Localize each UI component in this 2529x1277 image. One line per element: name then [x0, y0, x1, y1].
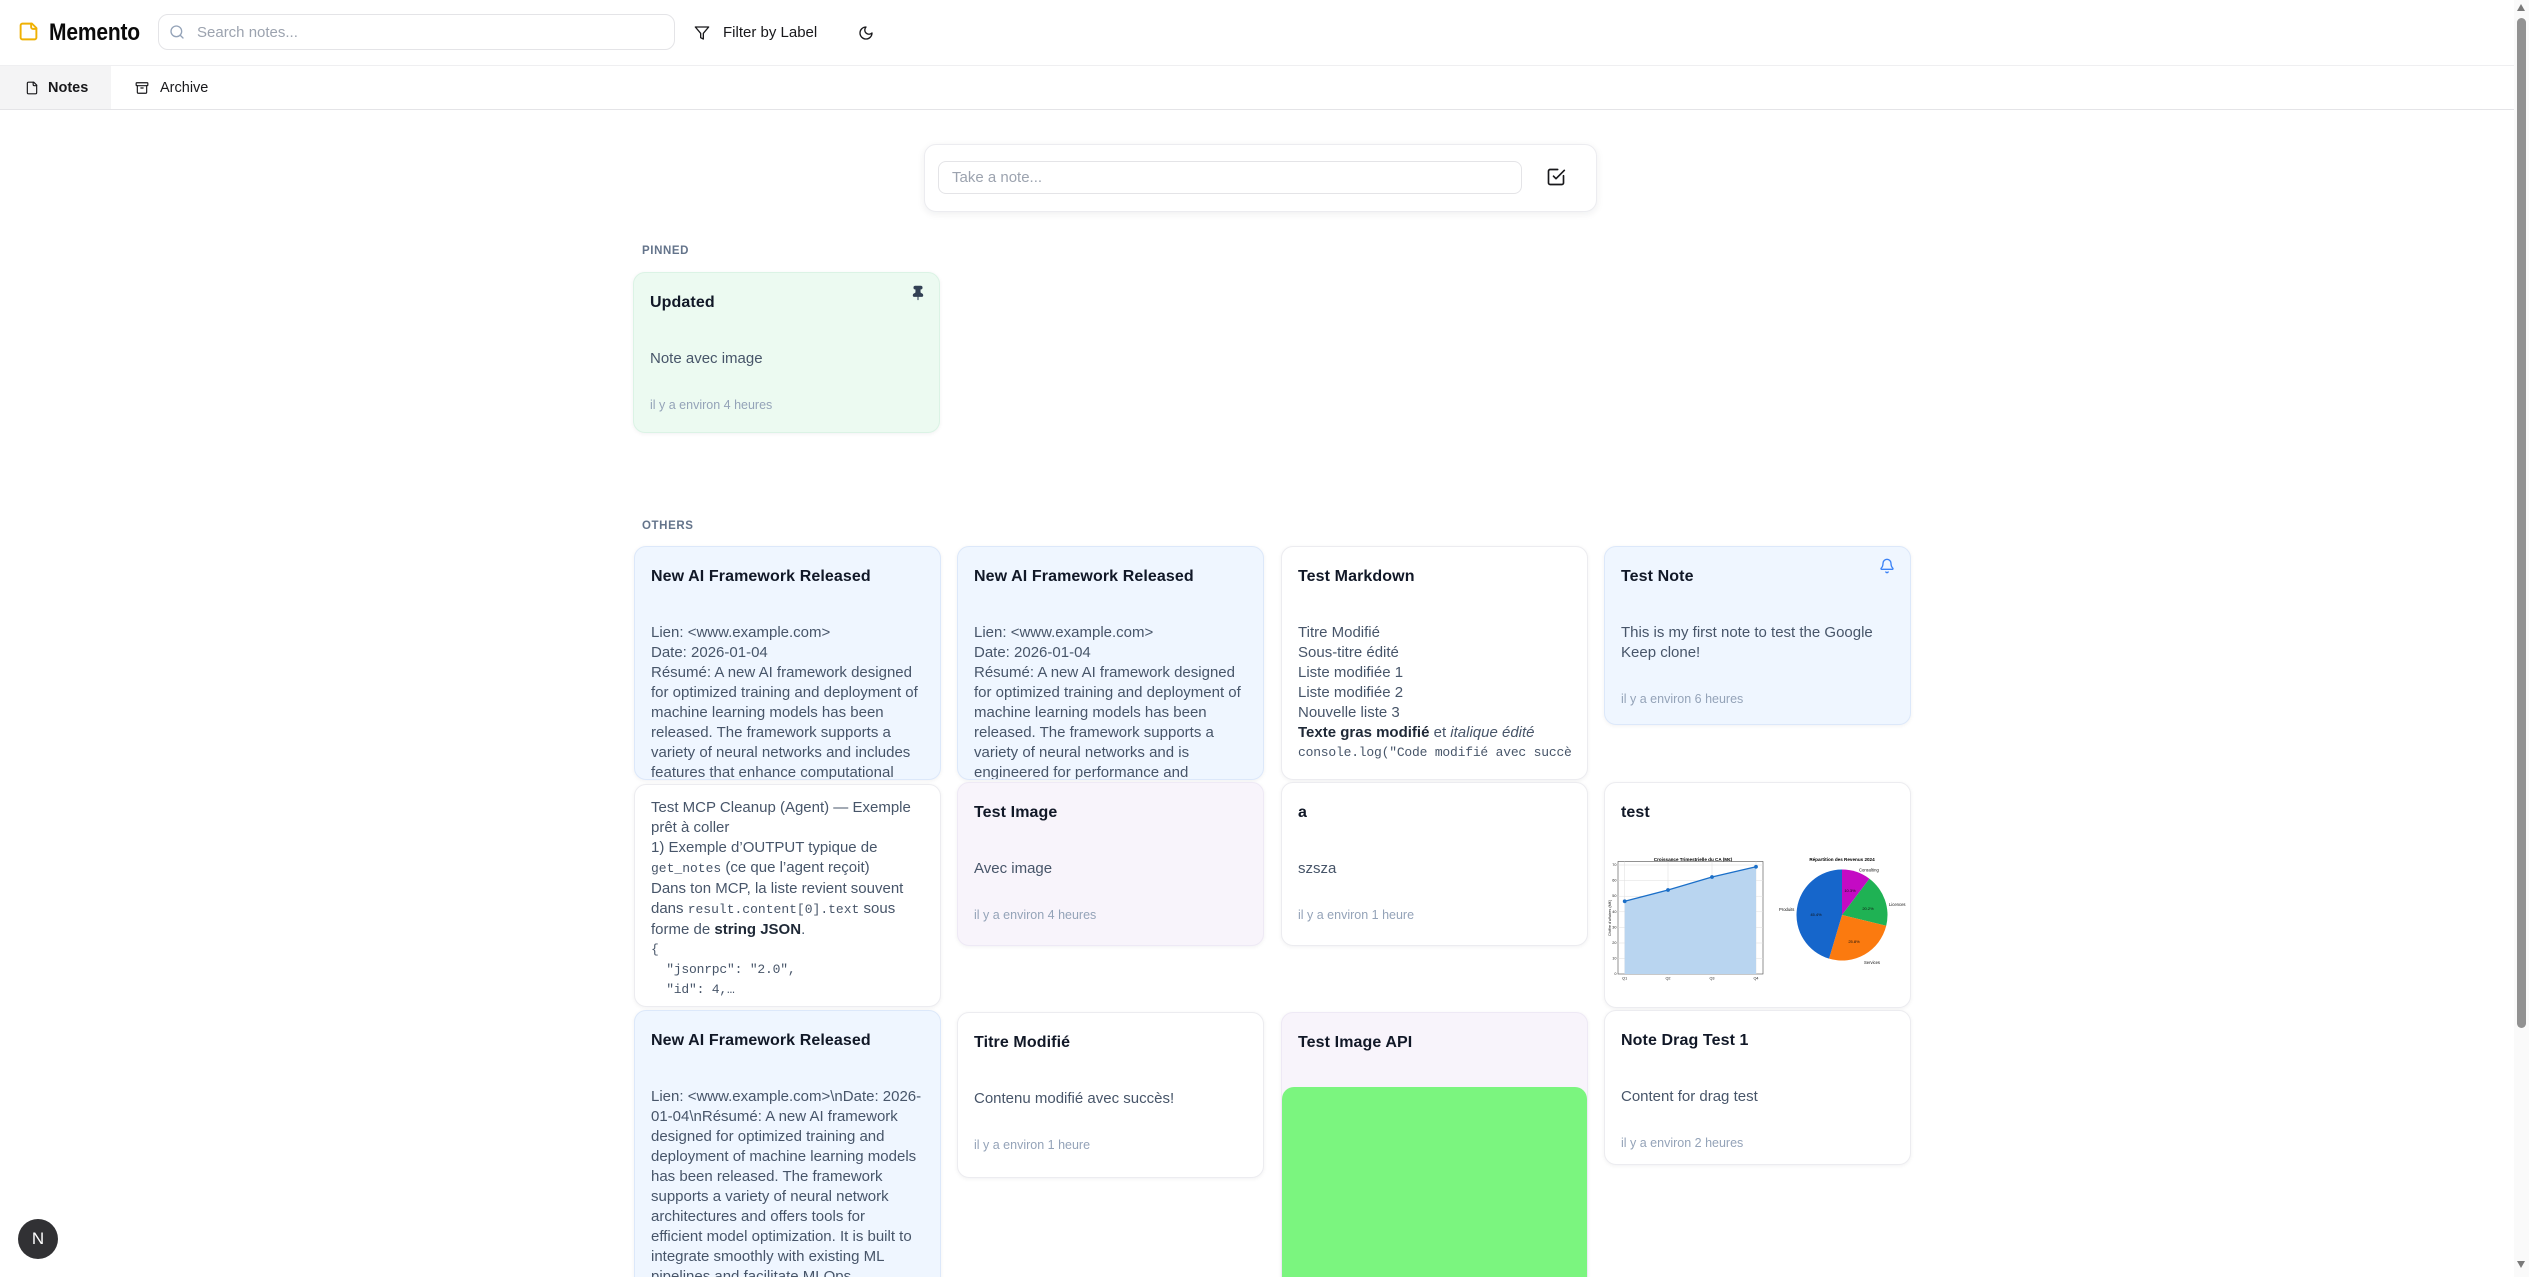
svg-text:Croissance Trimestrielle du CA: Croissance Trimestrielle du CA (M€): [1654, 857, 1733, 862]
svg-text:10.3%: 10.3%: [1844, 888, 1856, 893]
svg-text:Consulting: Consulting: [1859, 868, 1879, 873]
svg-text:Répartition des Revenus 2024: Répartition des Revenus 2024: [1809, 857, 1875, 862]
svg-text:40: 40: [1612, 910, 1616, 914]
svg-text:Licences: Licences: [1889, 902, 1906, 907]
svg-text:20.2%: 20.2%: [1862, 906, 1874, 911]
svg-text:30: 30: [1612, 925, 1616, 929]
svg-text:10: 10: [1612, 957, 1616, 961]
svg-text:Q4: Q4: [1753, 977, 1758, 981]
svg-text:50: 50: [1612, 894, 1616, 898]
svg-text:0: 0: [1614, 972, 1616, 976]
svg-text:Services: Services: [1864, 960, 1880, 965]
svg-text:Q3: Q3: [1709, 977, 1714, 981]
svg-text:Q2: Q2: [1665, 977, 1670, 981]
svg-text:45.4%: 45.4%: [1810, 912, 1822, 917]
svg-text:20: 20: [1612, 941, 1616, 945]
svg-text:Chiffre d'affaires (M€): Chiffre d'affaires (M€): [1608, 899, 1612, 936]
svg-text:60: 60: [1612, 879, 1616, 883]
svg-text:Q1: Q1: [1622, 977, 1627, 981]
svg-text:70: 70: [1612, 863, 1616, 867]
svg-text:Produits: Produits: [1779, 907, 1794, 912]
svg-text:25.8%: 25.8%: [1848, 939, 1860, 944]
